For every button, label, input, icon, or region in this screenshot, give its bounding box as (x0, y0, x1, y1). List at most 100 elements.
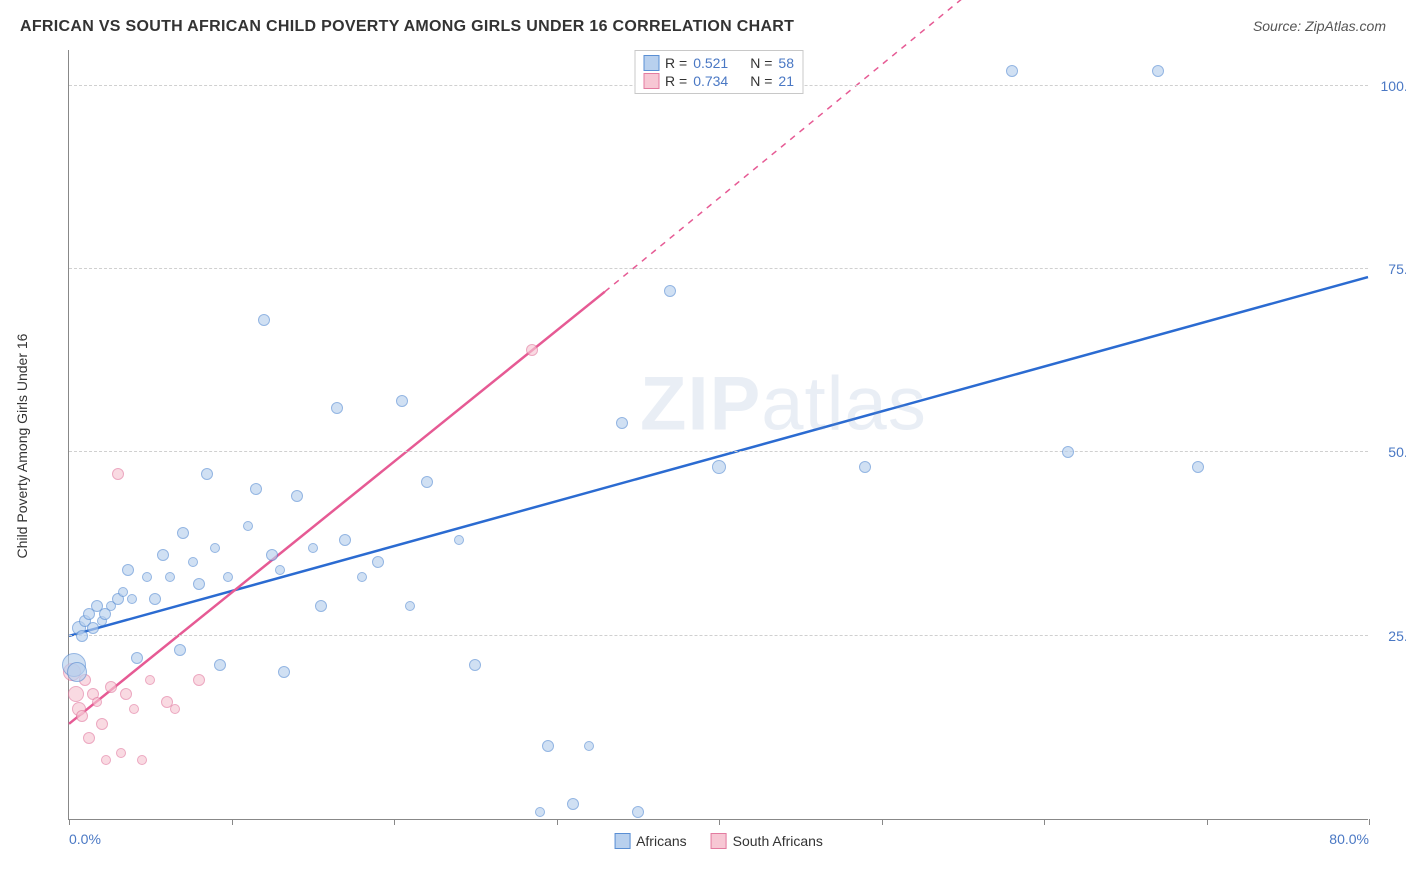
trend-lines (69, 50, 1368, 819)
data-point-south-africans (83, 732, 95, 744)
data-point-africans (214, 659, 226, 671)
correlation-legend: R = 0.521 N = 58 R = 0.734 N = 21 (634, 50, 803, 94)
data-point-africans (291, 490, 303, 502)
data-point-africans (1062, 446, 1074, 458)
data-point-south-africans (170, 704, 180, 714)
data-point-africans (632, 806, 644, 818)
series-legend: Africans South Africans (608, 833, 829, 849)
x-tick (69, 819, 70, 825)
legend-label-south-africans: South Africans (733, 833, 823, 849)
n-label: N = (750, 73, 772, 89)
n-value-south-africans: 21 (778, 73, 794, 89)
data-point-africans (177, 527, 189, 539)
x-tick (1369, 819, 1370, 825)
data-point-africans (250, 483, 262, 495)
data-point-africans (76, 630, 88, 642)
data-point-africans (165, 572, 175, 582)
swatch-africans (614, 833, 630, 849)
data-point-africans (1006, 65, 1018, 77)
x-tick (557, 819, 558, 825)
data-point-africans (616, 417, 628, 429)
data-point-africans (193, 578, 205, 590)
data-point-africans (174, 644, 186, 656)
data-point-africans (712, 460, 726, 474)
data-point-africans (1192, 461, 1204, 473)
x-tick (394, 819, 395, 825)
data-point-south-africans (68, 686, 84, 702)
legend-item-south-africans: South Africans (711, 833, 823, 849)
data-point-africans (454, 535, 464, 545)
data-point-africans (357, 572, 367, 582)
r-value-africans: 0.521 (693, 55, 728, 71)
data-point-africans (421, 476, 433, 488)
x-tick (1044, 819, 1045, 825)
data-point-africans (535, 807, 545, 817)
data-point-africans (266, 549, 278, 561)
source-attribution: Source: ZipAtlas.com (1253, 18, 1386, 34)
data-point-south-africans (193, 674, 205, 686)
data-point-south-africans (76, 710, 88, 722)
data-point-africans (859, 461, 871, 473)
data-point-africans (315, 600, 327, 612)
data-point-africans (396, 395, 408, 407)
n-label: N = (750, 55, 772, 71)
data-point-africans (584, 741, 594, 751)
x-tick (1207, 819, 1208, 825)
data-point-africans (201, 468, 213, 480)
y-tick-label: 50.0% (1388, 444, 1406, 460)
gridline (69, 451, 1368, 452)
x-tick (882, 819, 883, 825)
data-point-africans (339, 534, 351, 546)
data-point-south-africans (92, 697, 102, 707)
x-tick (232, 819, 233, 825)
legend-row-south-africans: R = 0.734 N = 21 (643, 73, 794, 89)
data-point-africans (542, 740, 554, 752)
data-point-south-africans (129, 704, 139, 714)
chart-title: AFRICAN VS SOUTH AFRICAN CHILD POVERTY A… (20, 18, 794, 36)
data-point-south-africans (120, 688, 132, 700)
data-point-africans (223, 572, 233, 582)
data-point-south-africans (526, 344, 538, 356)
gridline (69, 635, 1368, 636)
data-point-africans (67, 662, 87, 682)
data-point-africans (567, 798, 579, 810)
data-point-africans (331, 402, 343, 414)
data-point-south-africans (105, 681, 117, 693)
data-point-africans (308, 543, 318, 553)
swatch-south-africans (643, 73, 659, 89)
data-point-south-africans (101, 755, 111, 765)
r-label: R = (665, 73, 687, 89)
data-point-africans (258, 314, 270, 326)
data-point-africans (469, 659, 481, 671)
data-point-south-africans (145, 675, 155, 685)
data-point-south-africans (137, 755, 147, 765)
data-point-africans (118, 587, 128, 597)
data-point-africans (142, 572, 152, 582)
legend-label-africans: Africans (636, 833, 687, 849)
x-tick (719, 819, 720, 825)
watermark: ZIPatlas (640, 360, 927, 447)
y-tick-label: 25.0% (1388, 628, 1406, 644)
data-point-africans (149, 593, 161, 605)
r-label: R = (665, 55, 687, 71)
data-point-africans (275, 565, 285, 575)
data-point-africans (188, 557, 198, 567)
data-point-africans (157, 549, 169, 561)
swatch-south-africans (711, 833, 727, 849)
data-point-south-africans (96, 718, 108, 730)
data-point-africans (664, 285, 676, 297)
data-point-africans (131, 652, 143, 664)
gridline (69, 268, 1368, 269)
data-point-africans (243, 521, 253, 531)
y-tick-label: 75.0% (1388, 261, 1406, 277)
plot-area: R = 0.521 N = 58 R = 0.734 N = 21 ZIPatl… (68, 50, 1368, 820)
legend-item-africans: Africans (614, 833, 687, 849)
x-tick-label: 0.0% (69, 831, 101, 847)
data-point-africans (278, 666, 290, 678)
data-point-south-africans (112, 468, 124, 480)
data-point-africans (405, 601, 415, 611)
data-point-africans (210, 543, 220, 553)
legend-row-africans: R = 0.521 N = 58 (643, 55, 794, 71)
n-value-africans: 58 (778, 55, 794, 71)
data-point-africans (122, 564, 134, 576)
